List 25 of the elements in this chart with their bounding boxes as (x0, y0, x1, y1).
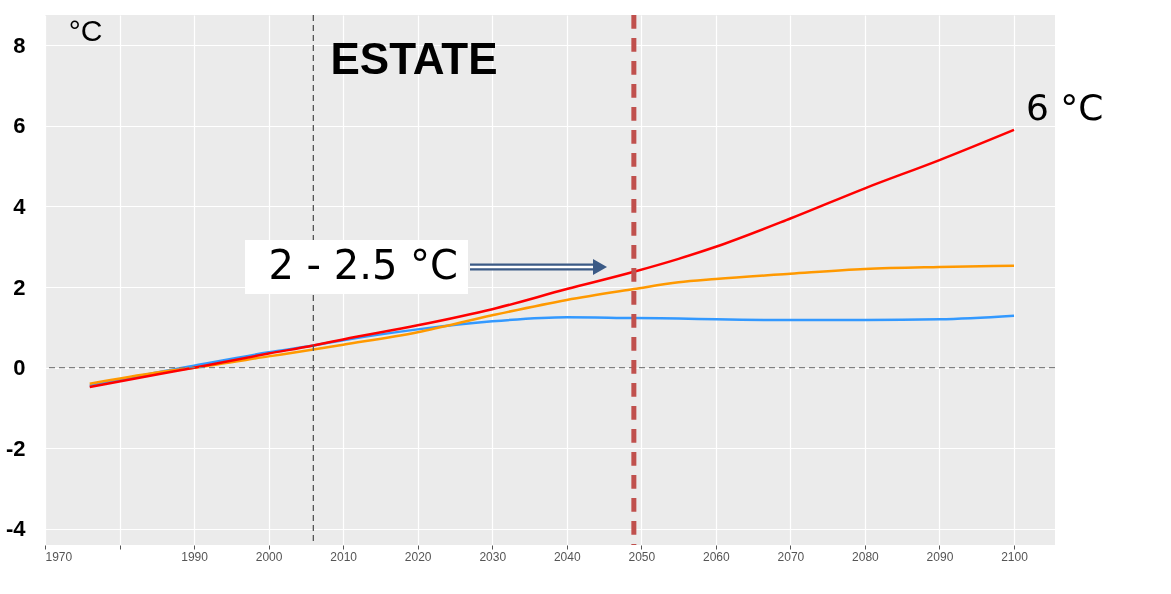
x-tick-label: 2040 (553, 549, 581, 564)
annotation: 2 - 2.5 °C (268, 242, 458, 288)
x-tick-label: 2080 (852, 549, 880, 564)
x-tick-label: 2100 (1001, 549, 1029, 564)
line-series (88, 128, 1016, 389)
x-tick-label: 2000 (255, 549, 283, 564)
y-tick-label: 8 (13, 32, 26, 58)
y-tick-label: 6 (13, 113, 26, 139)
chart-title: ESTATE (330, 33, 498, 83)
y-tick-label: 2 (13, 274, 26, 300)
y-tick-label: -2 (5, 435, 26, 461)
x-tick-label: 2020 (404, 549, 432, 564)
x-tick-label: 2050 (628, 549, 656, 564)
annotation: 6 °C (1026, 86, 1104, 128)
y-axis-title: °C (68, 13, 103, 47)
y-tick-label: 0 (13, 355, 26, 381)
x-tick-label: 2010 (330, 549, 358, 564)
x-tick-label: 2070 (777, 549, 805, 564)
x-tick-label: 1990 (181, 549, 209, 564)
x-tick-label: 2090 (926, 549, 954, 564)
x-tick-label: 2060 (703, 549, 731, 564)
y-tick-label: -4 (5, 516, 27, 542)
x-tick-label: 1970 (45, 549, 73, 564)
y-tick-label: 4 (13, 193, 27, 219)
x-tick-label: 2030 (479, 549, 507, 564)
